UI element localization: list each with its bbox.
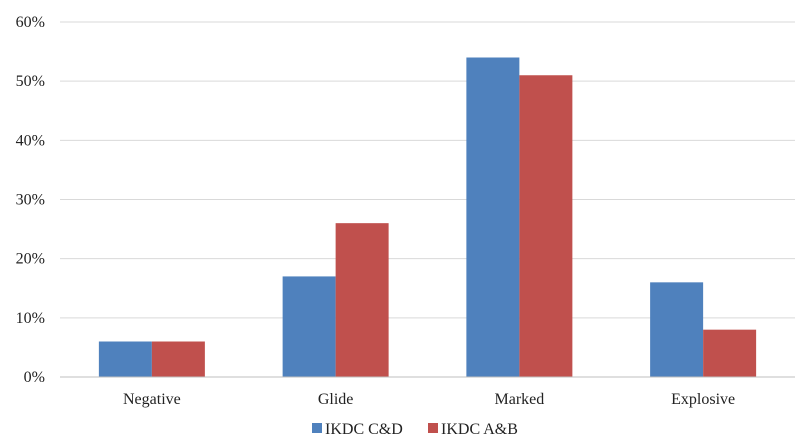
y-tick-label: 50%	[16, 73, 45, 90]
legend-label: IKDC A&B	[441, 421, 518, 438]
x-category-label: Explosive	[671, 391, 735, 408]
bar	[151, 341, 205, 377]
bar	[650, 282, 704, 377]
y-tick-label: 0%	[24, 369, 45, 386]
y-axis-ticks: 0% 10% 20% 30% 40% 50% 60%	[16, 14, 45, 386]
legend-swatch	[312, 423, 322, 433]
legend: IKDC C&D IKDC A&B	[312, 421, 518, 438]
bar	[98, 341, 152, 377]
bar	[703, 329, 757, 377]
bar	[282, 276, 336, 377]
bar	[335, 223, 389, 377]
bars	[98, 57, 757, 377]
y-tick-label: 60%	[16, 14, 45, 31]
y-tick-label: 40%	[16, 132, 45, 149]
legend-label: IKDC C&D	[325, 421, 403, 438]
x-category-label: Marked	[494, 391, 544, 408]
gridlines	[60, 21, 795, 319]
x-axis-categories: Negative Glide Marked Explosive	[123, 391, 735, 408]
y-tick-label: 20%	[16, 251, 45, 268]
bar	[466, 57, 520, 377]
x-category-label: Negative	[123, 391, 181, 408]
y-tick-label: 30%	[16, 192, 45, 209]
y-tick-label: 10%	[16, 310, 45, 327]
bar	[519, 75, 573, 377]
legend-swatch	[428, 423, 438, 433]
x-category-label: Glide	[318, 391, 354, 408]
